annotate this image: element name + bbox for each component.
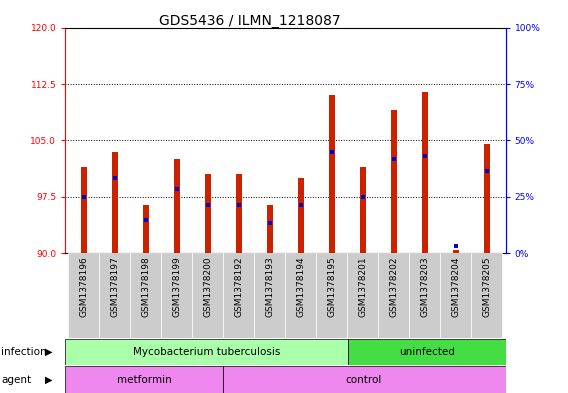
Bar (161, 253, 193, 338)
Text: GSM1378195: GSM1378195 (327, 256, 336, 317)
Bar (348, 339, 506, 365)
Bar (65, 339, 348, 365)
Bar (131, 253, 161, 338)
Text: ▶: ▶ (45, 375, 53, 385)
Text: metformin: metformin (116, 375, 172, 385)
Text: GSM1378202: GSM1378202 (390, 256, 398, 316)
Bar (112, 152, 118, 253)
Text: infection: infection (1, 347, 47, 357)
Bar (68, 253, 99, 338)
Text: GSM1378193: GSM1378193 (265, 256, 274, 317)
Bar (484, 144, 490, 253)
Bar (99, 253, 131, 338)
Bar (223, 253, 254, 338)
Text: control: control (346, 375, 382, 385)
Text: uninfected: uninfected (399, 347, 455, 357)
Bar (471, 253, 503, 338)
Text: Mycobacterium tuberculosis: Mycobacterium tuberculosis (133, 347, 281, 357)
Bar (143, 204, 149, 253)
Bar (410, 253, 440, 338)
Text: GSM1378203: GSM1378203 (420, 256, 429, 317)
Bar (205, 174, 211, 253)
Bar (254, 253, 286, 338)
Bar (378, 253, 410, 338)
Text: GSM1378204: GSM1378204 (452, 256, 461, 316)
Bar (223, 366, 506, 393)
Text: GDS5436 / ILMN_1218087: GDS5436 / ILMN_1218087 (159, 14, 341, 28)
Bar (81, 167, 87, 253)
Bar (174, 159, 179, 253)
Bar (360, 167, 366, 253)
Bar (422, 92, 428, 253)
Text: GSM1378194: GSM1378194 (296, 256, 306, 317)
Text: GSM1378200: GSM1378200 (203, 256, 212, 317)
Text: GSM1378192: GSM1378192 (235, 256, 244, 317)
Bar (329, 95, 335, 253)
Text: GSM1378205: GSM1378205 (482, 256, 491, 317)
Bar (348, 253, 378, 338)
Bar (391, 110, 396, 253)
Text: agent: agent (1, 375, 31, 385)
Bar (236, 174, 242, 253)
Bar (286, 253, 316, 338)
Bar (267, 204, 273, 253)
Text: GSM1378201: GSM1378201 (358, 256, 367, 317)
Text: GSM1378197: GSM1378197 (110, 256, 119, 317)
Bar (440, 253, 471, 338)
Text: GSM1378199: GSM1378199 (173, 256, 181, 317)
Text: ▶: ▶ (45, 347, 53, 357)
Bar (298, 178, 304, 253)
Bar (453, 250, 459, 253)
Text: GSM1378198: GSM1378198 (141, 256, 151, 317)
Bar (316, 253, 348, 338)
Bar (65, 366, 223, 393)
Text: GSM1378196: GSM1378196 (80, 256, 89, 317)
Bar (193, 253, 223, 338)
